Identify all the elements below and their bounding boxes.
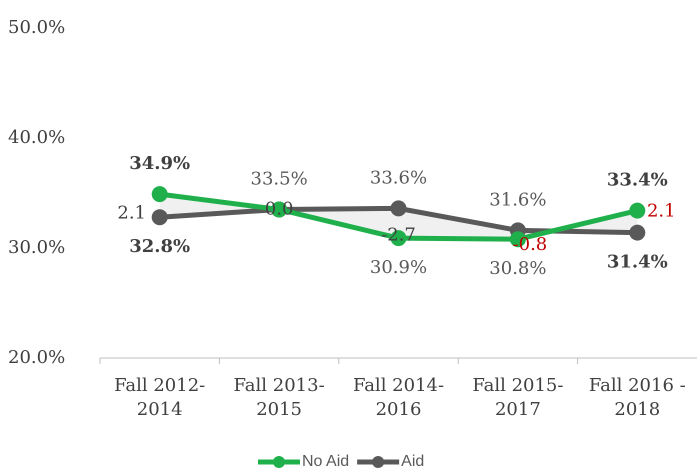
difference-label: 2.1 bbox=[117, 203, 146, 224]
point bbox=[271, 201, 288, 218]
x-tick-label: Fall 2016 - bbox=[589, 375, 686, 396]
data-label: 33.4% bbox=[607, 170, 668, 191]
difference-area bbox=[159, 194, 638, 240]
y-tick-label: 20.0% bbox=[8, 347, 65, 368]
legend-marker bbox=[273, 456, 285, 468]
difference-label: 2.1 bbox=[647, 201, 676, 222]
x-tick-label: 2015 bbox=[256, 399, 302, 420]
x-tick-label: 2014 bbox=[137, 399, 183, 420]
data-label: 31.4% bbox=[607, 252, 668, 273]
x-tick-label: 2018 bbox=[614, 399, 660, 420]
data-label: 30.9% bbox=[370, 257, 427, 278]
point bbox=[390, 230, 407, 247]
point bbox=[629, 202, 646, 219]
difference-label: -2.7 bbox=[381, 224, 416, 245]
y-tick-label: 50.0% bbox=[8, 17, 65, 38]
data-label: 33.5% bbox=[251, 169, 308, 190]
legend-marker bbox=[372, 456, 385, 468]
data-label: 34.9% bbox=[129, 153, 190, 174]
x-tick-label: Fall 2013- bbox=[234, 375, 325, 396]
legend-label: Aid bbox=[401, 453, 424, 470]
point bbox=[629, 224, 646, 241]
data-label: 33.6% bbox=[370, 167, 427, 188]
data-label: 32.8% bbox=[129, 236, 190, 257]
x-tick-label: 2017 bbox=[495, 399, 541, 420]
y-tick-label: 40.0% bbox=[8, 127, 65, 148]
y-tick-label: 30.0% bbox=[8, 237, 65, 258]
data-label: 31.6% bbox=[489, 189, 546, 210]
point bbox=[390, 200, 407, 217]
difference-label: -0.8 bbox=[513, 234, 548, 255]
point bbox=[151, 209, 168, 226]
difference-label: 0.0 bbox=[265, 199, 294, 220]
x-tick-label: 2016 bbox=[376, 399, 422, 420]
x-tick-label: Fall 2015- bbox=[472, 375, 563, 396]
legend-label: No Aid bbox=[302, 453, 349, 470]
point bbox=[151, 186, 168, 203]
x-tick-label: Fall 2014- bbox=[353, 375, 444, 396]
data-label: 30.8% bbox=[489, 258, 546, 279]
x-tick-label: Fall 2012- bbox=[114, 375, 205, 396]
point bbox=[509, 231, 526, 248]
